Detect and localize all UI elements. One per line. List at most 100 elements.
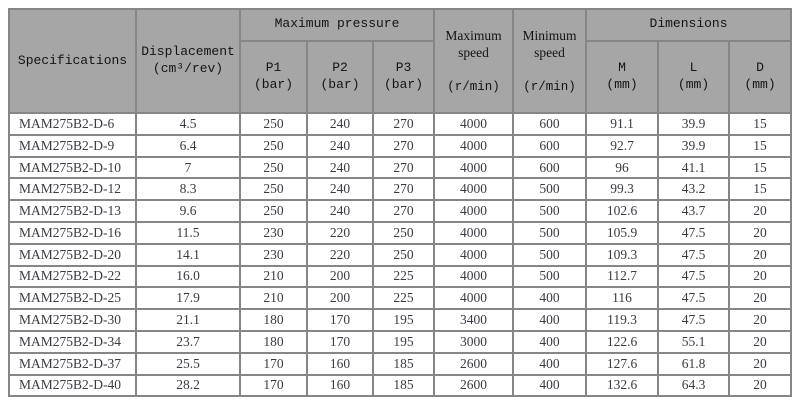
col-header-l: L (mm) — [657, 39, 731, 115]
value-cell: 210 — [239, 286, 308, 311]
value-cell: 4000 — [433, 133, 515, 158]
value-cell: 15 — [728, 133, 793, 158]
min-speed-unit: (r/min) — [523, 79, 576, 94]
value-cell: 61.8 — [657, 351, 731, 376]
value-cell: 4000 — [433, 221, 515, 245]
table-row: MAM275B2-D-20 14.1 230 220 250 4000 500 109.3 47… — [8, 242, 793, 267]
value-cell: 102.6 — [585, 199, 660, 223]
col-header-d: D (mm) — [728, 39, 793, 115]
spec-cell: MAM275B2-D-34 — [8, 329, 137, 354]
value-cell: 109.3 — [585, 242, 660, 267]
value-cell: 500 — [512, 264, 588, 289]
value-cell: 122.6 — [585, 329, 660, 354]
value-cell: 225 — [371, 264, 436, 289]
value-cell: 20 — [728, 286, 793, 311]
spec-table: Specifications Displacement (cm³/rev) Ma… — [8, 7, 793, 398]
col-header-p1: P1 (bar) — [239, 39, 308, 115]
value-cell: 185 — [371, 351, 436, 376]
value-cell: 270 — [371, 155, 436, 180]
table-row: MAM275B2-D-10 7 250 240 270 4000 600 96 41.1 15 — [8, 155, 793, 180]
value-cell: 160 — [306, 373, 374, 398]
value-cell: 200 — [306, 286, 374, 311]
col-header-displacement: Displacement (cm³/rev) — [135, 7, 241, 115]
value-cell: 9.6 — [135, 199, 241, 223]
table-body: MAM275B2-D-6 4.5 250 240 270 4000 600 91.1 39.9 1… — [8, 112, 793, 398]
value-cell: 240 — [306, 112, 374, 136]
value-cell: 21.1 — [135, 308, 241, 332]
value-cell: 400 — [512, 373, 588, 398]
spec-cell: MAM275B2-D-10 — [8, 155, 137, 180]
value-cell: 600 — [512, 155, 588, 180]
value-cell: 195 — [371, 329, 436, 354]
value-cell: 4000 — [433, 155, 515, 180]
value-cell: 20 — [728, 308, 793, 332]
spec-cell: MAM275B2-D-30 — [8, 308, 137, 332]
value-cell: 500 — [512, 221, 588, 245]
value-cell: 400 — [512, 286, 588, 311]
max-speed-unit: (r/min) — [447, 79, 500, 94]
value-cell: 20 — [728, 351, 793, 376]
value-cell: 55.1 — [657, 329, 731, 354]
value-cell: 4000 — [433, 112, 515, 136]
table-row: MAM275B2-D-22 16.0 210 200 225 4000 500 112.7 47… — [8, 264, 793, 289]
value-cell: 400 — [512, 351, 588, 376]
value-cell: 250 — [239, 112, 308, 136]
value-cell: 4000 — [433, 199, 515, 223]
value-cell: 4000 — [433, 242, 515, 267]
value-cell: 200 — [306, 264, 374, 289]
value-cell: 39.9 — [657, 133, 731, 158]
value-cell: 270 — [371, 199, 436, 223]
col-header-p3: P3 (bar) — [371, 39, 436, 115]
value-cell: 250 — [239, 177, 308, 202]
col-header-m: M (mm) — [585, 39, 660, 115]
value-cell: 240 — [306, 133, 374, 158]
value-cell: 230 — [239, 221, 308, 245]
value-cell: 210 — [239, 264, 308, 289]
value-cell: 11.5 — [135, 221, 241, 245]
table-row: MAM275B2-D-34 23.7 180 170 195 3000 400 122.6 55… — [8, 329, 793, 354]
value-cell: 92.7 — [585, 133, 660, 158]
value-cell: 39.9 — [657, 112, 731, 136]
col-header-specifications: Specifications — [8, 7, 137, 115]
value-cell: 20 — [728, 199, 793, 223]
value-cell: 250 — [371, 242, 436, 267]
table-row: MAM275B2-D-13 9.6 250 240 270 4000 500 102.6 43.… — [8, 199, 793, 223]
value-cell: 270 — [371, 133, 436, 158]
value-cell: 4000 — [433, 177, 515, 202]
value-cell: 250 — [371, 221, 436, 245]
value-cell: 400 — [512, 308, 588, 332]
col-header-min-speed: Minimum speed (r/min) — [512, 7, 588, 115]
table-row: MAM275B2-D-9 6.4 250 240 270 4000 600 92.7 39.9 1… — [8, 133, 793, 158]
value-cell: 180 — [239, 308, 308, 332]
value-cell: 4.5 — [135, 112, 241, 136]
value-cell: 127.6 — [585, 351, 660, 376]
value-cell: 132.6 — [585, 373, 660, 398]
header-row-groups: Specifications Displacement (cm³/rev) Ma… — [8, 7, 793, 115]
spec-cell: MAM275B2-D-9 — [8, 133, 137, 158]
spec-cell: MAM275B2-D-12 — [8, 177, 137, 202]
value-cell: 105.9 — [585, 221, 660, 245]
value-cell: 91.1 — [585, 112, 660, 136]
value-cell: 16.0 — [135, 264, 241, 289]
value-cell: 170 — [239, 373, 308, 398]
spec-cell: MAM275B2-D-22 — [8, 264, 137, 289]
value-cell: 96 — [585, 155, 660, 180]
value-cell: 180 — [239, 329, 308, 354]
value-cell: 47.5 — [657, 264, 731, 289]
value-cell: 20 — [728, 264, 793, 289]
value-cell: 250 — [239, 199, 308, 223]
spec-cell: MAM275B2-D-16 — [8, 221, 137, 245]
value-cell: 17.9 — [135, 286, 241, 311]
value-cell: 20 — [728, 329, 793, 354]
value-cell: 47.5 — [657, 221, 731, 245]
value-cell: 160 — [306, 351, 374, 376]
col-group-max-pressure: Maximum pressure — [238, 8, 436, 42]
spec-cell: MAM275B2-D-40 — [8, 373, 137, 398]
table-header: Specifications Displacement (cm³/rev) Ma… — [8, 7, 793, 115]
value-cell: 600 — [512, 133, 588, 158]
value-cell: 220 — [306, 221, 374, 245]
value-cell: 99.3 — [585, 177, 660, 202]
value-cell: 23.7 — [135, 329, 241, 354]
value-cell: 2600 — [433, 351, 515, 376]
